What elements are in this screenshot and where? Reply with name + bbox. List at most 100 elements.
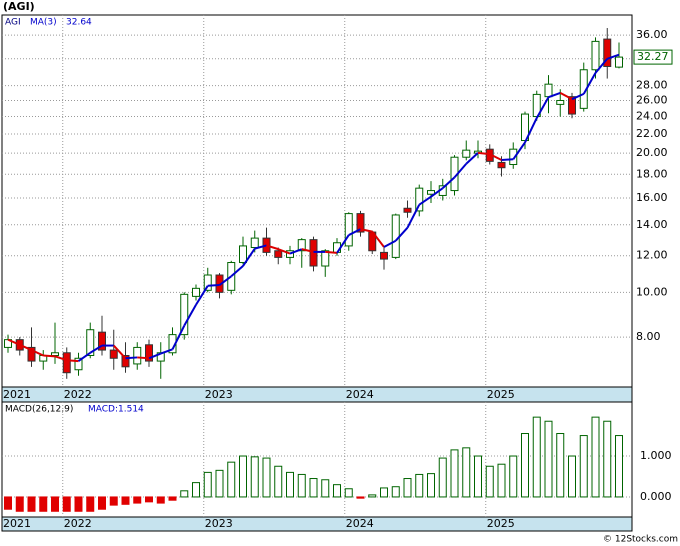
candle-body bbox=[509, 148, 518, 166]
x-axis-strip bbox=[1, 386, 633, 403]
macd-bar bbox=[145, 496, 153, 503]
legend-ticker: AGI bbox=[5, 18, 21, 28]
y-tick-label: 12.00 bbox=[636, 249, 668, 262]
macd-bar bbox=[521, 433, 529, 498]
candle-body bbox=[321, 250, 330, 267]
y-tick-label: 10.00 bbox=[636, 285, 668, 298]
y-tick-label: 26.00 bbox=[636, 93, 668, 106]
macd-bar bbox=[156, 496, 165, 504]
ma-line bbox=[395, 226, 409, 242]
ma-line bbox=[325, 250, 338, 254]
ma-line bbox=[289, 248, 303, 255]
candle-body bbox=[344, 213, 353, 247]
candle-body bbox=[544, 83, 553, 98]
ma-line bbox=[489, 153, 502, 161]
ma-line bbox=[160, 348, 173, 355]
macd-bar bbox=[356, 496, 365, 499]
macd-bar bbox=[227, 461, 236, 498]
macd-bar bbox=[450, 449, 459, 498]
candle-body bbox=[203, 274, 212, 291]
credit: © 12Stocks.com bbox=[603, 535, 678, 545]
macd-bar bbox=[192, 482, 200, 498]
candle-body bbox=[391, 214, 400, 258]
macd-bar bbox=[309, 478, 318, 498]
ma-line bbox=[254, 244, 267, 250]
ma-line bbox=[242, 248, 256, 267]
price-panel bbox=[1, 14, 633, 388]
candle-body bbox=[415, 187, 424, 212]
macd-bar bbox=[532, 416, 541, 498]
legend-macd: MACD(26,12,9) bbox=[5, 405, 73, 415]
macd-bar bbox=[168, 496, 177, 501]
x-axis-strip bbox=[1, 516, 633, 532]
ma-line bbox=[418, 195, 432, 206]
ma-line bbox=[406, 204, 421, 229]
macd-bar bbox=[121, 496, 130, 505]
y-tick-label: 8.00 bbox=[636, 330, 661, 343]
macd-bar bbox=[51, 496, 59, 512]
ma-line bbox=[582, 72, 597, 95]
legend-macd-value: MACD:1.514 bbox=[88, 405, 144, 415]
ma-line bbox=[89, 344, 103, 354]
candle-body bbox=[27, 346, 36, 362]
ma-line bbox=[171, 325, 186, 350]
ma-line bbox=[383, 239, 397, 248]
y-tick-label: 1.000 bbox=[640, 449, 672, 462]
macd-bar bbox=[485, 465, 494, 498]
macd-bar bbox=[415, 473, 424, 498]
y-tick-label: 20.00 bbox=[636, 146, 668, 159]
macd-bar bbox=[15, 496, 24, 512]
macd-bar bbox=[391, 486, 400, 498]
macd-bar bbox=[4, 496, 12, 510]
candle-body bbox=[497, 161, 506, 169]
macd-bar bbox=[62, 496, 71, 512]
macd-bar bbox=[274, 465, 283, 498]
ma-line bbox=[7, 338, 21, 346]
x-tick-label: 2022 bbox=[64, 388, 92, 401]
candle-body bbox=[192, 287, 200, 297]
ma-line bbox=[207, 284, 220, 287]
macd-bar bbox=[215, 469, 224, 498]
price-box bbox=[633, 49, 673, 65]
ma-line bbox=[512, 141, 526, 160]
y-tick-label: 24.00 bbox=[636, 110, 668, 123]
candle-body bbox=[133, 346, 142, 365]
macd-bar bbox=[286, 471, 294, 498]
candle-body bbox=[427, 190, 435, 195]
ma-line bbox=[137, 356, 150, 360]
macd-bar bbox=[109, 496, 118, 506]
candle-body bbox=[74, 357, 83, 371]
macd-bar bbox=[579, 435, 588, 498]
ma-line bbox=[524, 117, 538, 143]
macd-bar bbox=[86, 496, 95, 512]
y-tick-label: 18.00 bbox=[636, 167, 668, 180]
macd-bar bbox=[615, 435, 623, 498]
candle-body bbox=[274, 250, 283, 258]
y-tick-label: 22.00 bbox=[636, 127, 668, 140]
ma-line bbox=[77, 351, 91, 362]
x-tick-label: 2024 bbox=[346, 388, 374, 401]
candle-body bbox=[380, 251, 388, 260]
macd-bar bbox=[368, 494, 377, 498]
ma-line bbox=[54, 355, 68, 362]
macd-bar bbox=[462, 447, 471, 498]
ma-line bbox=[19, 343, 32, 351]
y-tick-label: 16.00 bbox=[636, 191, 668, 204]
macd-bar bbox=[250, 456, 259, 498]
macd-bar bbox=[180, 490, 189, 498]
ma-line bbox=[477, 151, 490, 156]
x-tick-label: 2023 bbox=[205, 388, 233, 401]
ma-line bbox=[183, 304, 197, 327]
candle-body bbox=[568, 96, 576, 115]
candle-body bbox=[356, 213, 365, 233]
macd-bar bbox=[427, 473, 435, 498]
ma-line bbox=[148, 352, 162, 360]
macd-bar bbox=[39, 496, 48, 512]
ma-line bbox=[113, 344, 127, 359]
macd-bar bbox=[27, 496, 36, 512]
candle-body bbox=[62, 352, 71, 374]
candle-body bbox=[286, 250, 294, 258]
ma-line bbox=[559, 92, 573, 101]
macd-bar bbox=[74, 496, 83, 512]
y-tick-label: 0.000 bbox=[640, 490, 672, 503]
